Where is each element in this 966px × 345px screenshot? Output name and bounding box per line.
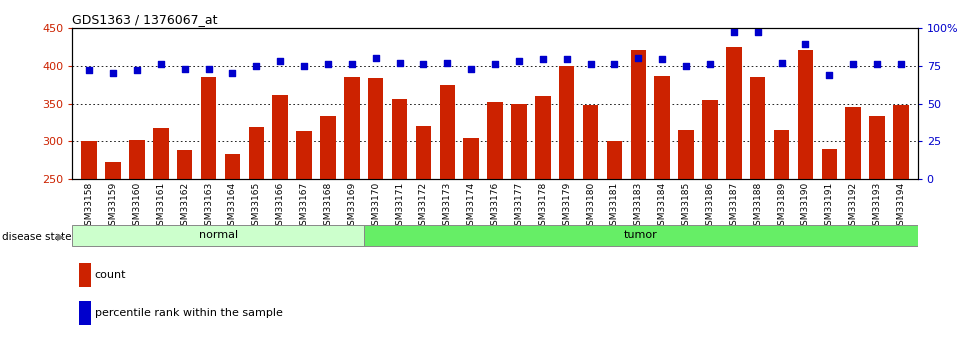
Bar xyxy=(320,116,336,179)
Bar xyxy=(201,77,216,179)
Bar xyxy=(798,50,813,179)
Point xyxy=(392,60,408,65)
Point xyxy=(774,60,789,65)
Point xyxy=(129,67,145,73)
Point xyxy=(607,61,622,67)
Point xyxy=(582,61,598,67)
Point xyxy=(368,55,384,61)
Text: tumor: tumor xyxy=(624,230,658,240)
Point xyxy=(81,67,97,73)
Point xyxy=(678,63,694,68)
Bar xyxy=(392,99,408,179)
Bar xyxy=(535,96,551,179)
Point xyxy=(248,63,264,68)
Bar xyxy=(153,128,168,179)
Bar xyxy=(774,130,789,179)
Bar xyxy=(631,50,646,179)
Text: normal: normal xyxy=(199,230,238,240)
Bar xyxy=(440,85,455,179)
Bar xyxy=(81,141,97,179)
Bar xyxy=(248,127,264,179)
Bar xyxy=(894,105,909,179)
FancyBboxPatch shape xyxy=(364,225,918,246)
Bar xyxy=(845,107,861,179)
Bar xyxy=(272,95,288,179)
Bar xyxy=(511,104,526,179)
Bar xyxy=(415,126,431,179)
Bar xyxy=(105,162,121,179)
Point xyxy=(415,61,431,67)
Bar xyxy=(607,141,622,179)
FancyBboxPatch shape xyxy=(72,225,364,246)
Point xyxy=(225,70,241,76)
Point xyxy=(894,61,909,67)
Point xyxy=(535,57,551,62)
Point xyxy=(344,61,359,67)
Point xyxy=(631,55,646,61)
Point xyxy=(487,61,502,67)
Text: percentile rank within the sample: percentile rank within the sample xyxy=(95,308,282,318)
Bar xyxy=(869,116,885,179)
Point xyxy=(655,57,670,62)
Point xyxy=(464,66,479,71)
Bar xyxy=(464,138,479,179)
Text: ▶: ▶ xyxy=(57,232,65,242)
Point xyxy=(798,41,813,47)
Point xyxy=(869,61,885,67)
Bar xyxy=(344,77,359,179)
Point xyxy=(297,63,312,68)
Bar xyxy=(702,100,718,179)
Bar xyxy=(559,66,575,179)
Point xyxy=(559,57,575,62)
Bar xyxy=(654,76,670,179)
Bar xyxy=(225,154,241,179)
Point xyxy=(320,61,335,67)
Point xyxy=(511,58,526,64)
Point xyxy=(272,58,288,64)
Point xyxy=(750,29,765,35)
Text: count: count xyxy=(95,270,127,280)
Bar xyxy=(750,77,765,179)
Bar xyxy=(368,78,384,179)
Point xyxy=(177,66,192,71)
Bar xyxy=(177,150,192,179)
Bar xyxy=(129,140,145,179)
Bar xyxy=(582,105,598,179)
Bar xyxy=(487,102,503,179)
Point xyxy=(105,70,121,76)
Bar xyxy=(822,149,838,179)
Point xyxy=(153,61,168,67)
Point xyxy=(726,29,742,35)
Text: GDS1363 / 1376067_at: GDS1363 / 1376067_at xyxy=(72,13,218,27)
Bar xyxy=(726,47,742,179)
Point xyxy=(201,66,216,71)
Bar xyxy=(678,130,694,179)
Text: disease state: disease state xyxy=(2,232,71,242)
Bar xyxy=(297,131,312,179)
Point xyxy=(845,61,861,67)
Point xyxy=(702,61,718,67)
Point xyxy=(440,60,455,65)
Point xyxy=(822,72,838,77)
